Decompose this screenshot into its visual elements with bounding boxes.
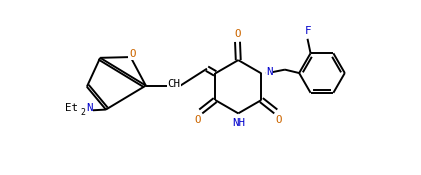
- Text: O: O: [129, 49, 136, 59]
- Text: F: F: [305, 26, 312, 36]
- Text: CH: CH: [167, 79, 180, 89]
- Text: Et: Et: [65, 103, 78, 113]
- Text: O: O: [234, 29, 241, 39]
- Text: O: O: [276, 115, 282, 125]
- Text: N: N: [266, 66, 273, 76]
- Text: O: O: [195, 115, 201, 125]
- Text: NH: NH: [232, 118, 245, 128]
- Text: 2: 2: [80, 108, 85, 117]
- Text: N: N: [86, 103, 93, 113]
